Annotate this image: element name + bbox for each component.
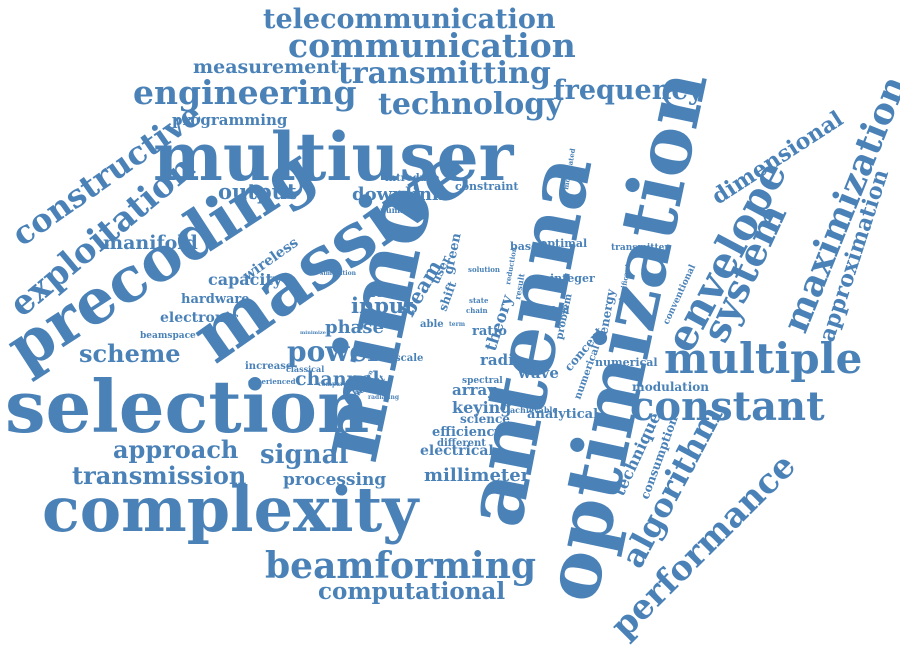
- word-approach: approach: [113, 435, 238, 464]
- word-scheme: scheme: [79, 339, 181, 368]
- word-manifold: manifold: [103, 232, 198, 254]
- word-modulation: modulation: [632, 380, 709, 394]
- word-channel: channel: [295, 368, 380, 390]
- word-complexity: complexity: [42, 473, 420, 546]
- word-electronic: electronic: [160, 310, 239, 326]
- word-classical: classical: [286, 364, 324, 374]
- word-multiple: multiple: [664, 334, 862, 383]
- word-technology: technology: [378, 87, 564, 122]
- word-based: based: [510, 240, 546, 253]
- word-radiating: radiating: [368, 394, 400, 401]
- word-telecommunication: telecommunication: [263, 4, 556, 35]
- word-state: state: [469, 296, 489, 305]
- word-multiuser: multiuser: [153, 118, 515, 196]
- word-millimeter: millimeter: [424, 465, 531, 486]
- word-frequency: frequency: [553, 75, 705, 106]
- word-constant: constant: [630, 383, 825, 430]
- word-solution: solution: [468, 265, 500, 274]
- word-different: different: [437, 438, 486, 449]
- word-efficiency: efficiency: [432, 425, 502, 440]
- word-experienced: experienced: [248, 377, 296, 386]
- word-signal: signal: [260, 440, 348, 470]
- word-able: able: [420, 319, 444, 330]
- word-input: input: [351, 293, 414, 318]
- word-increase: increase: [245, 361, 292, 372]
- word-engineering: engineering: [133, 73, 357, 112]
- word-green: green: [441, 231, 465, 276]
- word-noise: noise: [366, 286, 405, 301]
- word-term: term: [449, 321, 466, 328]
- word-simulation: simulation: [320, 270, 357, 277]
- word-downlink: downlink: [352, 184, 445, 205]
- word-processing: processing: [283, 470, 386, 490]
- word-transmitting: transmitting: [338, 56, 551, 91]
- word-number: number: [380, 205, 416, 215]
- word-capacity: capacity: [208, 270, 283, 289]
- word-transmitter: transmitter: [611, 243, 669, 253]
- word-wave: wave: [517, 364, 559, 382]
- word-array: array: [452, 381, 497, 399]
- word-symbol: symbol: [530, 306, 570, 317]
- word-achievable: achievable: [510, 405, 558, 415]
- word-result: result: [512, 272, 526, 300]
- word-analytical: analytical: [527, 407, 598, 422]
- word-phase: phase: [325, 317, 384, 338]
- word-computational: computational: [318, 578, 505, 605]
- word-beamforming: beamforming: [265, 545, 536, 587]
- word-constraint: constraint: [455, 180, 519, 193]
- word-keying: keying: [452, 398, 511, 417]
- word-communication: communication: [288, 26, 576, 65]
- word-hardware: hardware: [181, 292, 250, 307]
- word-transmission: transmission: [72, 461, 246, 490]
- word-output: output: [218, 179, 297, 204]
- word-minimize: minimize: [300, 330, 326, 336]
- word-integer: integer: [550, 272, 595, 285]
- word-chain: chain: [466, 306, 488, 315]
- word-beamspace: beamspace: [140, 331, 196, 341]
- word-electrical: electrical: [420, 443, 494, 459]
- word-introduce: introduce: [385, 173, 439, 184]
- word-power: power: [287, 335, 383, 368]
- word-measurement: measurement: [193, 56, 339, 78]
- word-scale: scale: [395, 353, 423, 364]
- word-programming: programming: [172, 111, 288, 129]
- word-ratio: ratio: [472, 324, 507, 339]
- word-numerical: numerical: [595, 356, 658, 369]
- word-science: science: [460, 412, 510, 426]
- word-radio: radio: [480, 351, 524, 369]
- word-optimal: optimal: [540, 237, 587, 250]
- word-selection: selection: [5, 364, 369, 449]
- word-comparison: comparison: [318, 381, 358, 388]
- word-spectral: spectral: [462, 376, 503, 386]
